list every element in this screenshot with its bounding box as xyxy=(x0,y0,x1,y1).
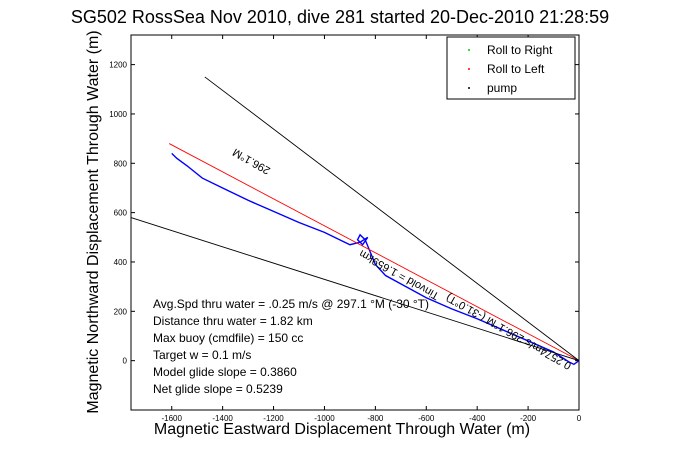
y-tick-label: 200 xyxy=(114,307,128,316)
y-tick-label: 600 xyxy=(114,209,128,218)
annotation-line: Model glide slope = 0.3860 xyxy=(153,365,297,379)
annotation-line: Avg.Spd thru water = .0.25 m/s @ 297.1 °… xyxy=(153,297,429,311)
annotation-line: Target w = 0.1 m/s xyxy=(153,348,251,362)
legend-marker xyxy=(468,87,470,89)
legend-marker xyxy=(468,68,470,70)
legend-entry: Roll to Right xyxy=(487,43,553,57)
series-layer xyxy=(130,76,580,366)
x-tick-label: -800 xyxy=(367,414,384,423)
y-tick-label: 1200 xyxy=(109,61,127,70)
y-tick-label: 800 xyxy=(114,159,128,168)
series-reference-line xyxy=(204,76,580,362)
x-tick-label: -600 xyxy=(418,414,435,423)
series-track xyxy=(171,152,580,366)
y-tick-label: 1000 xyxy=(109,110,127,119)
x-tick-label: -1600 xyxy=(161,414,182,423)
x-tick-label: -1400 xyxy=(212,414,233,423)
x-tick-label: -1000 xyxy=(314,414,335,423)
legend: Roll to Right Roll to Left pump xyxy=(446,36,576,100)
annotation-block: Avg.Spd thru water = .0.25 m/s @ 297.1 °… xyxy=(153,297,429,396)
y-axis-ticks: 0 200 400 600 800 1000 1200 xyxy=(109,61,579,366)
annotation-line: Net glide slope = 0.5239 xyxy=(153,382,283,396)
annotation-line: Max buoy (cmdfile) = 150 cc xyxy=(153,331,303,345)
x-axis-ticks: -1600 -1400 -1200 -1000 -800 -600 -400 -200 0 xyxy=(161,35,582,423)
legend-entry: pump xyxy=(487,81,517,95)
x-tick-label: -1200 xyxy=(263,414,284,423)
legend-entry: Roll to Left xyxy=(487,62,545,76)
annotation-line: Distance thru water = 1.82 km xyxy=(153,314,313,328)
x-axis-label: Magnetic Eastward Displacement Through W… xyxy=(154,421,530,438)
x-tick-label: -200 xyxy=(520,414,537,423)
y-tick-label: 400 xyxy=(114,258,128,267)
legend-marker xyxy=(468,49,470,51)
chart-title: SG502 RossSea Nov 2010, dive 281 started… xyxy=(71,7,609,27)
series-reference-line xyxy=(130,217,580,362)
y-tick-label: 0 xyxy=(123,357,128,366)
x-tick-label: -400 xyxy=(469,414,486,423)
series-glide-reference xyxy=(168,143,580,362)
x-tick-label: 0 xyxy=(577,414,582,423)
y-axis-label: Magnetic Northward Displacement Through … xyxy=(85,30,102,413)
